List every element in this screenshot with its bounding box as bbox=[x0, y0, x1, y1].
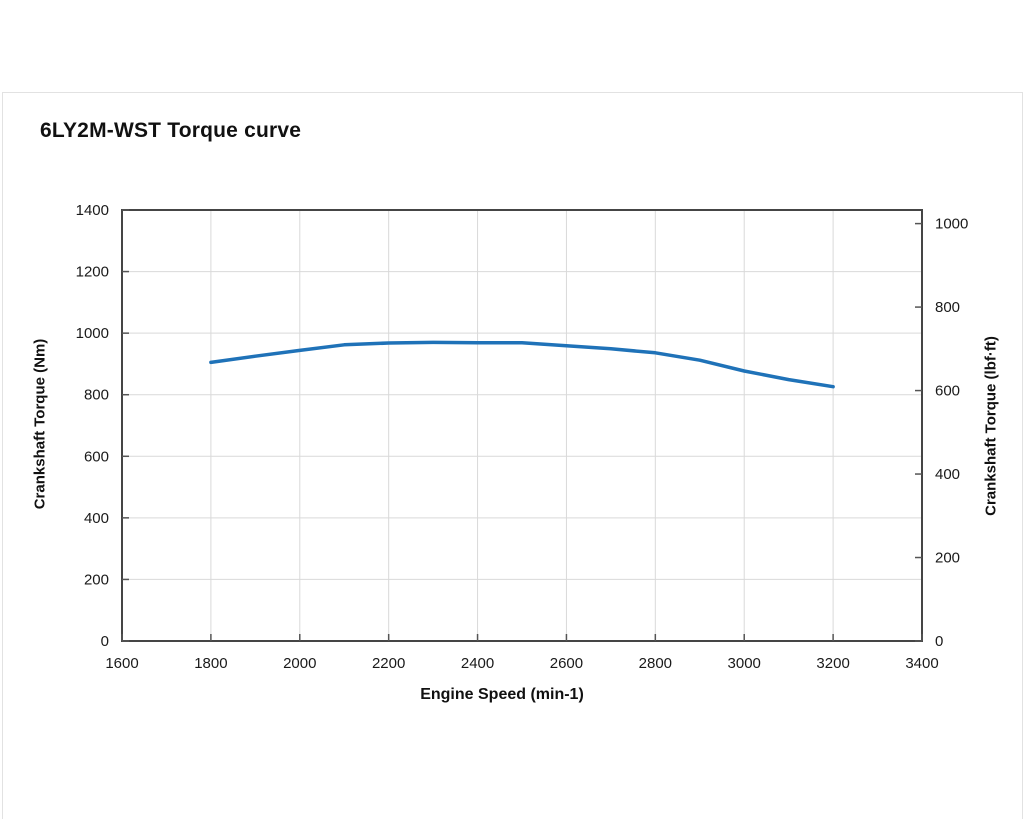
y-right-tick-label: 200 bbox=[935, 550, 960, 567]
y-left-tick-label: 800 bbox=[84, 387, 109, 404]
x-tick-label: 2200 bbox=[372, 655, 405, 672]
y-right-tick-label: 0 bbox=[935, 633, 943, 650]
y-left-tick-label: 200 bbox=[84, 571, 109, 588]
y-left-tick-label: 1200 bbox=[76, 264, 109, 281]
x-tick-label: 1600 bbox=[105, 655, 138, 672]
y-right-tick-label: 1000 bbox=[935, 216, 968, 233]
x-tick-label: 3200 bbox=[816, 655, 849, 672]
y-left-tick-label: 1400 bbox=[76, 202, 109, 219]
y-right-tick-label: 600 bbox=[935, 383, 960, 400]
plot-frame bbox=[121, 209, 923, 642]
y-axis-title-right: Crankshaft Torque (lbf·ft) bbox=[982, 336, 1000, 516]
chart-panel bbox=[2, 92, 1023, 819]
y-right-tick-label: 400 bbox=[935, 466, 960, 483]
y-left-tick-label: 400 bbox=[84, 510, 109, 527]
y-left-tick-label: 1000 bbox=[76, 325, 109, 342]
x-axis-title: Engine Speed (min-1) bbox=[420, 686, 584, 703]
x-tick-label: 2800 bbox=[639, 655, 672, 672]
x-tick-label: 3400 bbox=[905, 655, 938, 672]
x-tick-label: 3000 bbox=[728, 655, 761, 672]
x-tick-label: 2400 bbox=[461, 655, 494, 672]
x-tick-label: 2600 bbox=[550, 655, 583, 672]
chart-title: 6LY2M-WST Torque curve bbox=[40, 119, 302, 142]
y-left-tick-label: 600 bbox=[84, 448, 109, 465]
y-left-tick-label: 0 bbox=[101, 633, 109, 650]
x-tick-label: 1800 bbox=[194, 655, 227, 672]
y-axis-title-left: Crankshaft Torque (Nm) bbox=[31, 338, 49, 510]
torque-curve bbox=[209, 340, 835, 389]
x-tick-label: 2000 bbox=[283, 655, 316, 672]
y-right-tick-label: 800 bbox=[935, 299, 960, 316]
